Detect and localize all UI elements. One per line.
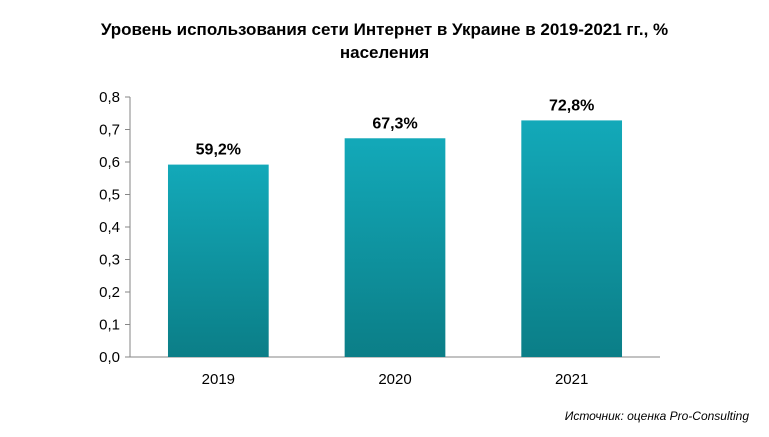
y-tick-label: 0,8 <box>99 89 120 106</box>
bar-2019 <box>167 164 269 357</box>
data-labels: 59,2% 67,3% 72,8% <box>196 97 595 158</box>
x-tick-label-2020: 2020 <box>378 371 411 388</box>
chart-title: Уровень использования сети Интернет в Ук… <box>0 18 769 64</box>
y-tick-label: 0,4 <box>99 219 120 236</box>
bar-2021 <box>521 120 623 358</box>
y-tick-label: 0,3 <box>99 252 120 269</box>
data-label-2020: 67,3% <box>372 115 417 132</box>
chart-title-line-2: населения <box>339 43 430 62</box>
y-tick-label: 0,2 <box>99 284 120 301</box>
x-tick-label-2021: 2021 <box>555 371 588 388</box>
x-tick-label-2019: 2019 <box>202 371 235 388</box>
y-tick-label: 0,0 <box>99 349 120 366</box>
y-axis: 0,0 0,1 0,2 0,3 0,4 0,5 0,6 0,7 0,8 <box>99 89 131 366</box>
data-label-2019: 59,2% <box>196 142 241 159</box>
chart-title-line-1: Уровень использования сети Интернет в Ук… <box>100 20 669 39</box>
bars <box>167 120 623 358</box>
bar-2020 <box>344 138 446 357</box>
y-tick-label: 0,1 <box>99 317 120 334</box>
y-tick-label: 0,5 <box>99 187 120 204</box>
y-tick-label: 0,6 <box>99 154 120 171</box>
source-note: Источник: оценка Pro-Consulting <box>564 409 749 423</box>
data-label-2021: 72,8% <box>549 97 594 114</box>
x-axis: 2019 2020 2021 <box>130 356 660 388</box>
y-tick-label: 0,7 <box>99 122 120 139</box>
